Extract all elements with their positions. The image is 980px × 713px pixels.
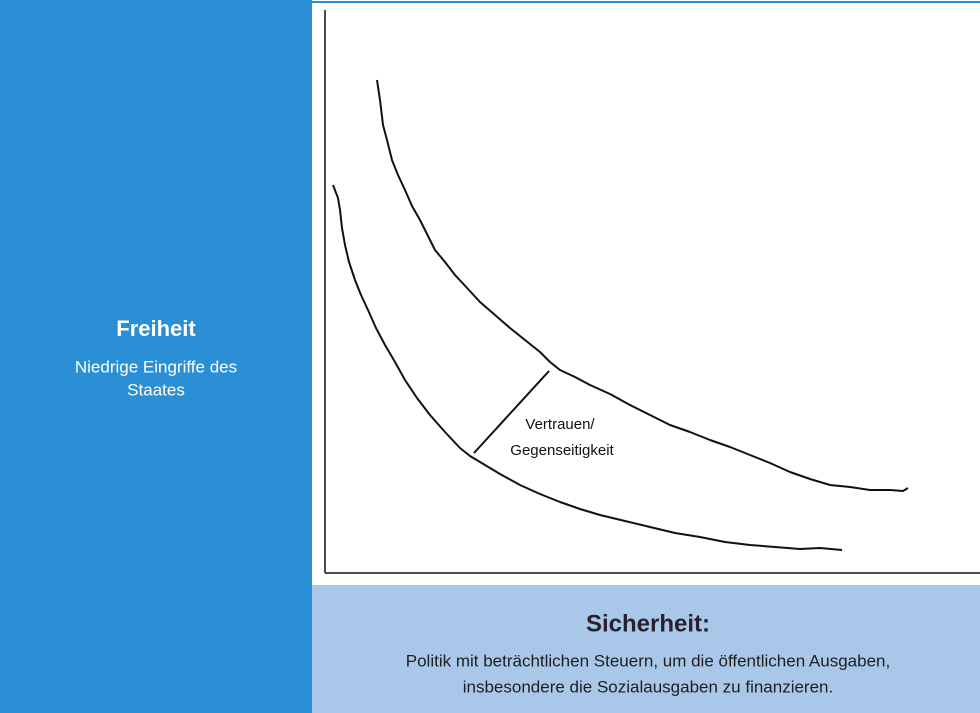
bottom-title: Sicherheit:: [586, 610, 710, 637]
left-text: Niedrige Eingriffe des: [75, 357, 237, 376]
left-title: Freiheit: [116, 316, 196, 341]
upper-curve: [376, 79, 909, 492]
bottom-panel: [312, 585, 980, 713]
annotation: Vertrauen/: [525, 416, 595, 433]
annotation: Gegenseitigkeit: [510, 442, 614, 459]
bottom-text: Politik mit beträchtlichen Steuern, um d…: [406, 651, 890, 670]
left-panel: [0, 0, 312, 713]
connector: [473, 370, 550, 454]
bottom-text: insbesondere die Sozialausgaben zu finan…: [463, 677, 833, 696]
lower-curve: [332, 184, 843, 551]
left-text: Staates: [127, 380, 185, 399]
